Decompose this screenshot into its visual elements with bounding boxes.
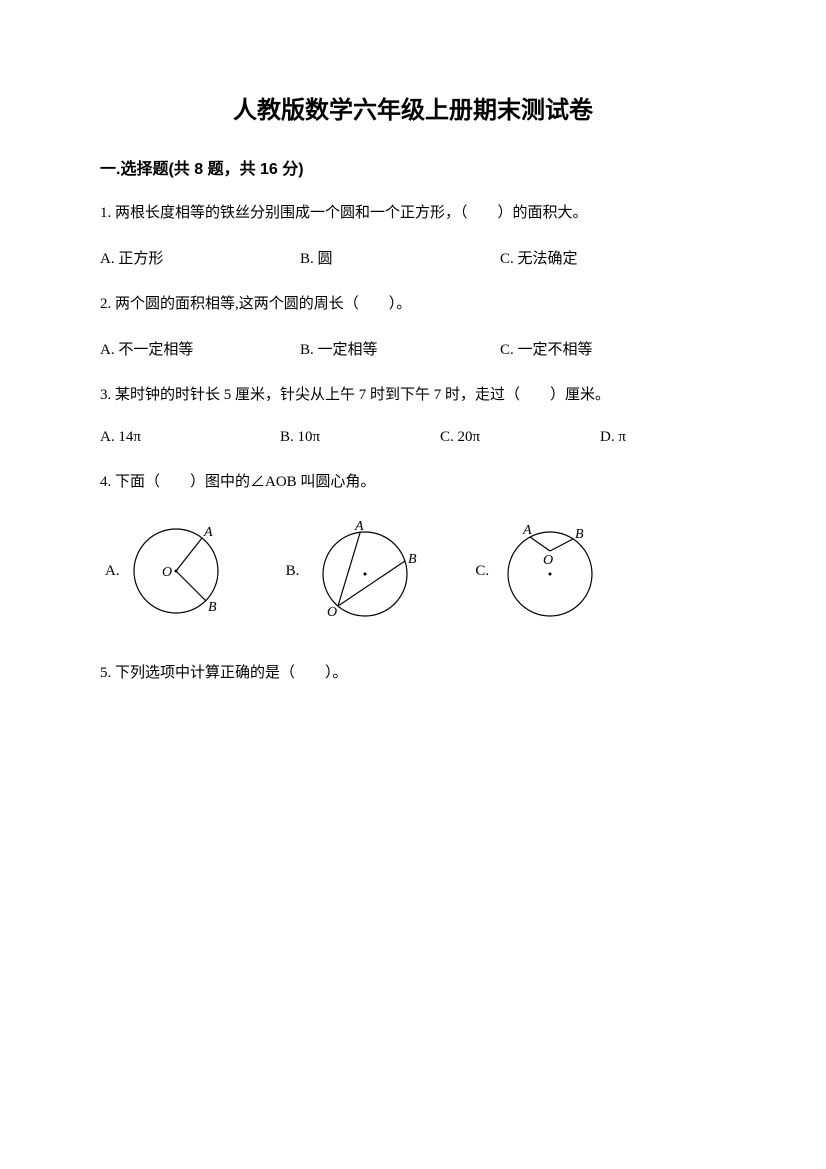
svg-text:O: O — [327, 605, 337, 620]
q3-option-d: D. π — [600, 429, 700, 446]
question-3: 3. 某时钟的时针长 5 厘米，针尖从上午 7 时到下午 7 时，走过（ ）厘米… — [100, 383, 726, 407]
q2-option-b: B. 一定相等 — [300, 338, 500, 359]
q1-option-a: A. 正方形 — [100, 247, 300, 268]
svg-text:B: B — [408, 552, 417, 567]
figure-c-item: C. A B O — [475, 516, 605, 626]
figure-c-label: C. — [475, 563, 489, 580]
svg-text:A: A — [522, 523, 532, 538]
svg-text:O: O — [543, 553, 553, 568]
figure-a-label: A. — [105, 563, 120, 580]
q2-option-a: A. 不一定相等 — [100, 338, 300, 359]
question-1: 1. 两根长度相等的铁丝分别围成一个圆和一个正方形，（ ）的面积大。 — [100, 201, 726, 225]
svg-text:O: O — [162, 565, 172, 580]
figure-b-label: B. — [286, 563, 300, 580]
svg-text:A: A — [354, 519, 364, 534]
q1-option-c: C. 无法确定 — [500, 247, 700, 268]
figure-a-circle-icon: A B O — [126, 516, 236, 626]
question-3-options: A. 14π B. 10π C. 20π D. π — [100, 429, 726, 446]
q3-option-b: B. 10π — [280, 429, 440, 446]
figure-a-item: A. A B O — [105, 516, 236, 626]
question-1-options: A. 正方形 B. 圆 C. 无法确定 — [100, 247, 726, 268]
svg-text:B: B — [575, 527, 584, 542]
svg-text:A: A — [203, 525, 213, 540]
figure-c-circle-icon: A B O — [495, 516, 605, 626]
question-2: 2. 两个圆的面积相等,这两个圆的周长（ ）。 — [100, 292, 726, 316]
question-4: 4. 下面（ ）图中的∠AOB 叫圆心角。 — [100, 470, 726, 494]
section-1-header: 一.选择题(共 8 题，共 16 分) — [100, 155, 726, 179]
q3-option-c: C. 20π — [440, 429, 600, 446]
question-4-figures: A. A B O B. A B O C. A B — [100, 516, 726, 626]
q3-option-a: A. 14π — [100, 429, 280, 446]
question-2-options: A. 不一定相等 B. 一定相等 C. 一定不相等 — [100, 338, 726, 359]
q1-option-b: B. 圆 — [300, 247, 500, 268]
figure-b-item: B. A B O — [286, 516, 426, 626]
figure-b-circle-icon: A B O — [305, 516, 425, 626]
page-title: 人教版数学六年级上册期末测试卷 — [100, 90, 726, 125]
question-5: 5. 下列选项中计算正确的是（ ）。 — [100, 661, 726, 685]
q2-option-c: C. 一定不相等 — [500, 338, 700, 359]
svg-text:B: B — [208, 600, 217, 615]
